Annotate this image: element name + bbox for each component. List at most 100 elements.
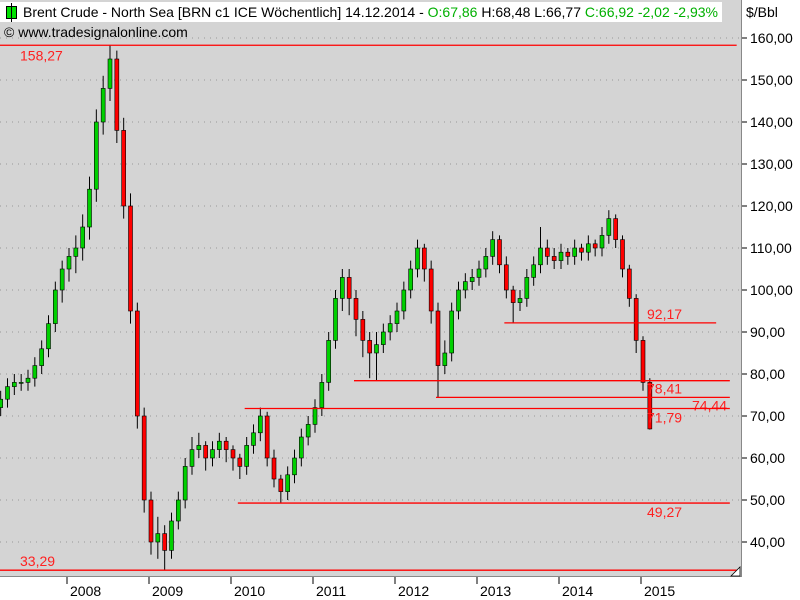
candle-body — [387, 323, 393, 333]
candle-body — [558, 251, 564, 261]
candle-body — [87, 188, 92, 228]
candle-body — [53, 289, 58, 324]
candle-body — [285, 474, 290, 492]
candle-body — [196, 445, 202, 450]
candle-body — [0, 398, 3, 408]
candle-body — [25, 377, 31, 383]
candle-body — [367, 340, 372, 354]
candle-body — [483, 256, 489, 270]
y-tick-label: 50,00 — [750, 492, 785, 508]
candle-body — [360, 319, 366, 341]
candle-body — [456, 289, 461, 312]
candle-body — [39, 348, 44, 366]
level-label: 33,29 — [20, 553, 55, 569]
candle-body — [469, 277, 475, 282]
candle-body — [107, 58, 113, 89]
candle-body — [319, 382, 325, 408]
candle-body — [524, 277, 530, 299]
candle-body — [346, 277, 352, 299]
candle-body — [176, 499, 181, 522]
candle-body — [579, 247, 584, 253]
candle-body — [80, 226, 85, 249]
candle-body — [531, 264, 536, 278]
x-tick-label: 2008 — [70, 583, 101, 599]
level-label: 74,44 — [692, 397, 727, 413]
candle-body — [545, 247, 550, 257]
candle-body — [141, 415, 147, 501]
y-axis-unit: $/Bbl — [746, 4, 778, 20]
candle-body — [408, 268, 413, 291]
y-tick-label: 80,00 — [750, 366, 785, 382]
candle-body — [230, 449, 236, 459]
candle-body — [449, 310, 454, 354]
chart-plot-area — [0, 0, 742, 577]
candle-body — [223, 440, 229, 450]
x-tick-label: 2009 — [152, 583, 183, 599]
candle-body — [428, 268, 434, 312]
candle-body — [292, 457, 297, 476]
x-tick-label: 2014 — [562, 583, 593, 599]
candle-body — [353, 298, 359, 320]
candle-body — [415, 247, 420, 270]
candle-body — [128, 205, 133, 312]
candle-body — [374, 344, 379, 354]
candle-body — [278, 478, 284, 492]
candle-body — [538, 247, 543, 266]
candle-body — [599, 235, 605, 249]
copyright: © www.tradesignalonline.com — [4, 24, 188, 40]
candle-body — [312, 407, 318, 425]
y-tick-label: 110,00 — [750, 240, 792, 256]
candle-body — [73, 247, 79, 257]
candle-body — [394, 310, 400, 324]
x-tick-label: 2011 — [316, 583, 346, 599]
level-label: 158,27 — [20, 47, 63, 63]
candle-body — [169, 520, 174, 551]
y-tick-label: 40,00 — [750, 534, 785, 550]
candle-body — [435, 310, 441, 366]
candle-body — [162, 533, 167, 551]
candle-body — [422, 247, 427, 270]
candle-body — [258, 415, 263, 434]
candle-body — [606, 218, 612, 236]
candle-body — [5, 386, 10, 400]
candle-body — [182, 466, 188, 501]
level-label: 78,41 — [647, 381, 682, 397]
candle-body — [640, 340, 646, 383]
candle-body — [647, 382, 653, 430]
y-tick-label: 150,00 — [750, 72, 793, 88]
candle-body — [155, 533, 161, 543]
candle-body — [46, 323, 51, 350]
y-tick-label: 60,00 — [750, 450, 785, 466]
candle-body — [59, 268, 65, 291]
y-tick-label: 70,00 — [750, 408, 785, 424]
candle-body — [210, 449, 215, 459]
candle-body — [203, 445, 208, 459]
candle-body — [244, 445, 249, 467]
candle-body — [189, 449, 195, 467]
candle-body — [251, 432, 256, 446]
candle-body — [476, 268, 482, 278]
y-tick-label: 120,00 — [750, 198, 793, 214]
x-tick-label: 2010 — [234, 583, 265, 599]
header-open: O:67,86 — [427, 4, 478, 20]
candle-body — [442, 352, 448, 366]
candle-body — [148, 499, 154, 543]
candle-body — [12, 382, 17, 387]
header-high: H:68,48 — [481, 4, 531, 20]
candle-body — [497, 239, 502, 266]
candle-body — [32, 365, 38, 379]
candle-body — [565, 251, 571, 257]
candle-body — [237, 457, 243, 467]
y-tick-label: 140,00 — [750, 114, 793, 130]
candle-body — [463, 281, 468, 291]
candle-body — [100, 88, 106, 123]
level-label: 49,27 — [647, 504, 682, 520]
candle-body — [627, 268, 632, 299]
candle-body — [94, 121, 99, 190]
candle-body — [333, 298, 338, 341]
candle-body — [135, 310, 140, 417]
y-tick-label: 100,00 — [750, 282, 793, 298]
y-tick-label: 130,00 — [750, 156, 793, 172]
candle-body — [114, 58, 120, 131]
